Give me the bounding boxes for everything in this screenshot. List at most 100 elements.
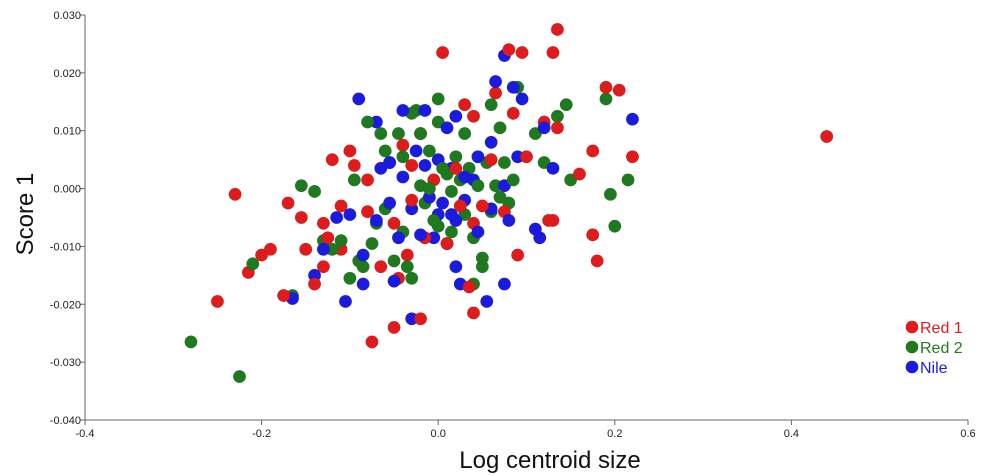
data-point-red-1: [343, 144, 357, 158]
data-point-red-2: [365, 236, 379, 251]
data-point-red-1: [546, 46, 560, 60]
data-point-red-2: [396, 150, 410, 164]
data-point-red-2: [599, 92, 613, 106]
y-tick-label: -0.020: [50, 299, 81, 311]
data-point-red-2: [184, 335, 198, 349]
data-point-red-2: [608, 219, 622, 233]
y-tick-label: 0.010: [53, 126, 81, 138]
data-point-nile: [330, 210, 344, 225]
data-point-red-2: [497, 155, 512, 170]
data-point-red-1: [400, 248, 414, 262]
data-point-red-1: [458, 98, 472, 112]
data-point-red-1: [506, 106, 520, 120]
data-point-red-1: [405, 158, 419, 173]
data-point-red-2: [559, 98, 573, 112]
y-tick-label: 0.020: [53, 68, 81, 80]
data-point-red-2: [391, 127, 406, 141]
data-point-red-1: [360, 173, 375, 187]
data-point-red-1: [365, 335, 379, 349]
data-point-red-1: [550, 22, 565, 37]
data-point-nile: [338, 294, 353, 308]
data-point-red-2: [347, 173, 361, 187]
data-point-nile: [436, 196, 450, 210]
data-point-red-2: [387, 254, 401, 268]
data-point-red-2: [431, 92, 445, 106]
data-points: [184, 22, 834, 384]
x-tick-label: 0.2: [607, 428, 622, 440]
data-point-red-2: [246, 257, 260, 271]
data-point-red-1: [449, 161, 463, 175]
data-point-red-2: [413, 127, 428, 141]
data-point-red-1: [347, 158, 361, 173]
data-point-nile: [352, 92, 366, 106]
data-point-red-1: [466, 306, 481, 320]
legend-marker: [905, 360, 919, 374]
data-point-nile: [418, 103, 432, 118]
data-point-red-1: [374, 260, 388, 274]
data-point-red-1: [316, 260, 331, 274]
data-point-red-1: [572, 167, 587, 181]
data-point-nile: [356, 277, 370, 291]
data-point-red-1: [502, 43, 516, 57]
data-point-nile: [471, 150, 485, 164]
legend: Red 1 Red 2 Nile: [905, 320, 963, 377]
data-point-red-1: [436, 46, 450, 60]
data-point-red-2: [493, 190, 507, 204]
data-point-red-2: [422, 181, 436, 196]
data-point-nile: [515, 92, 529, 106]
data-point-red-1: [515, 46, 529, 60]
data-point-nile: [391, 231, 406, 245]
data-point-red-1: [325, 153, 339, 167]
data-point-red-2: [449, 150, 463, 164]
data-point-red-1: [360, 205, 375, 219]
x-tick-label: -0.2: [252, 428, 271, 440]
data-point-nile: [537, 121, 551, 135]
data-point-red-2: [475, 251, 489, 265]
ticks: -0.4 -0.2 0.0 0.2 0.4 0.6 0.030 0.020 0.010 0.000…: [50, 10, 976, 440]
data-point-red-2: [400, 260, 414, 274]
data-point-red-1: [484, 153, 498, 167]
y-tick-label: -0.040: [50, 415, 81, 427]
data-point-red-1: [519, 150, 534, 164]
data-point-red-2: [444, 225, 459, 239]
data-point-red-1: [488, 86, 503, 100]
data-point-red-1: [475, 199, 489, 213]
legend-label: Nile: [920, 360, 948, 377]
data-point-red-1: [299, 242, 313, 256]
data-point-red-2: [436, 161, 450, 175]
data-point-red-1: [281, 196, 295, 210]
data-point-red-1: [466, 109, 481, 123]
data-point-red-1: [387, 216, 401, 230]
data-point-nile: [444, 208, 459, 222]
legend-label: Red 1: [920, 320, 963, 337]
y-tick-label: -0.010: [50, 241, 81, 253]
data-point-red-2: [374, 127, 388, 141]
data-point-nile: [528, 222, 542, 236]
data-point-nile: [625, 112, 640, 126]
data-point-red-1: [599, 80, 613, 94]
data-point-red-1: [612, 83, 626, 97]
legend-marker: [905, 340, 919, 354]
data-point-nile: [506, 80, 520, 94]
data-point-red-1: [511, 248, 525, 262]
data-point-red-1: [820, 129, 834, 144]
data-point-red-1: [277, 289, 291, 303]
x-axis-title: Log centroid size: [459, 447, 640, 474]
data-point-nile: [356, 248, 370, 262]
x-tick-label: 0.4: [784, 428, 799, 440]
data-point-nile: [502, 213, 516, 227]
data-point-nile: [369, 213, 383, 227]
data-point-red-2: [550, 109, 565, 123]
x-tick-label: -0.4: [76, 428, 95, 440]
data-point-red-1: [586, 228, 600, 242]
data-point-red-2: [422, 144, 436, 158]
data-point-red-1: [405, 193, 419, 207]
data-point-nile: [449, 260, 463, 274]
data-point-nile: [471, 225, 485, 239]
data-point-red-2: [493, 121, 507, 135]
data-point-red-2: [334, 234, 348, 248]
data-point-red-2: [360, 115, 375, 129]
data-point-red-1: [334, 199, 348, 213]
data-point-red-2: [621, 173, 635, 187]
